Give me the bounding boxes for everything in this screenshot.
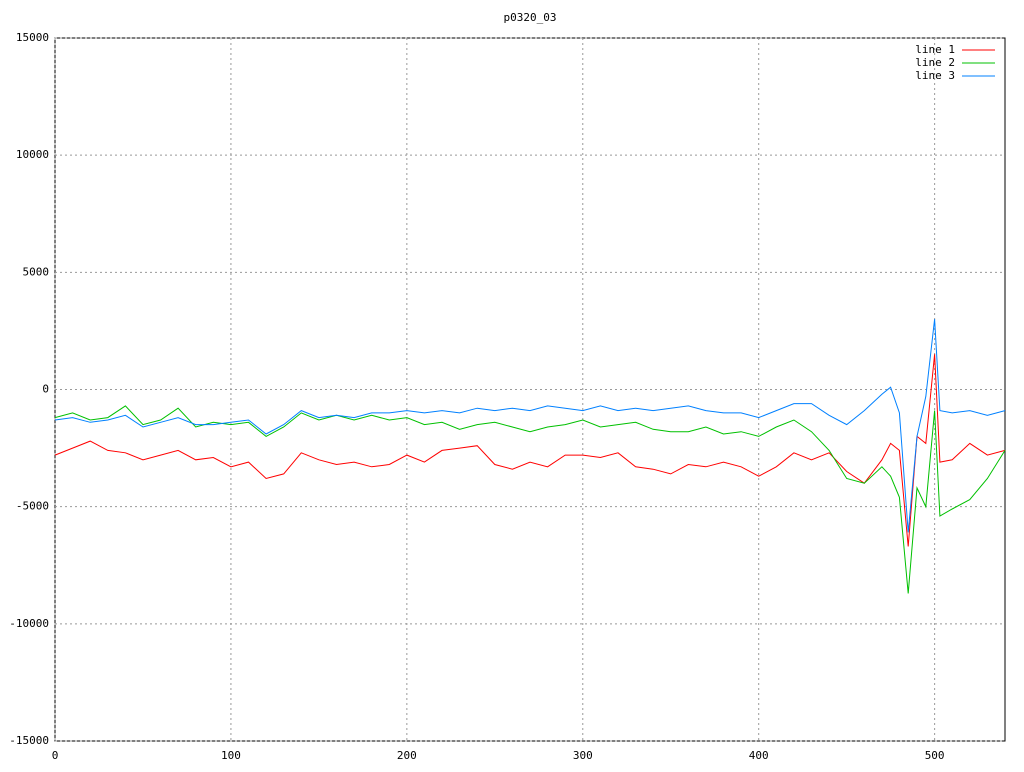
legend-label: line 1 — [915, 43, 955, 56]
x-tick-label: 400 — [749, 749, 769, 762]
legend-label: line 2 — [915, 56, 955, 69]
data-line — [54, 405, 1006, 594]
y-tick-label: -15000 — [9, 734, 49, 747]
y-tick-label: 0 — [42, 383, 49, 396]
legend-label: line 3 — [915, 69, 955, 82]
data-line — [54, 319, 1006, 533]
y-tick-label: -10000 — [9, 617, 49, 630]
x-tick-label: 300 — [573, 749, 593, 762]
x-tick-label: 200 — [397, 749, 417, 762]
y-tick-label: 15000 — [16, 31, 49, 44]
y-tick-label: 5000 — [23, 265, 50, 278]
x-tick-label: 100 — [221, 749, 241, 762]
data-line — [54, 354, 1006, 547]
y-tick-label: 10000 — [16, 148, 49, 161]
chart-title: p0320_03 — [504, 11, 557, 24]
y-tick-label: -5000 — [16, 500, 49, 513]
x-tick-label: 500 — [925, 749, 945, 762]
x-tick-label: 0 — [52, 749, 59, 762]
